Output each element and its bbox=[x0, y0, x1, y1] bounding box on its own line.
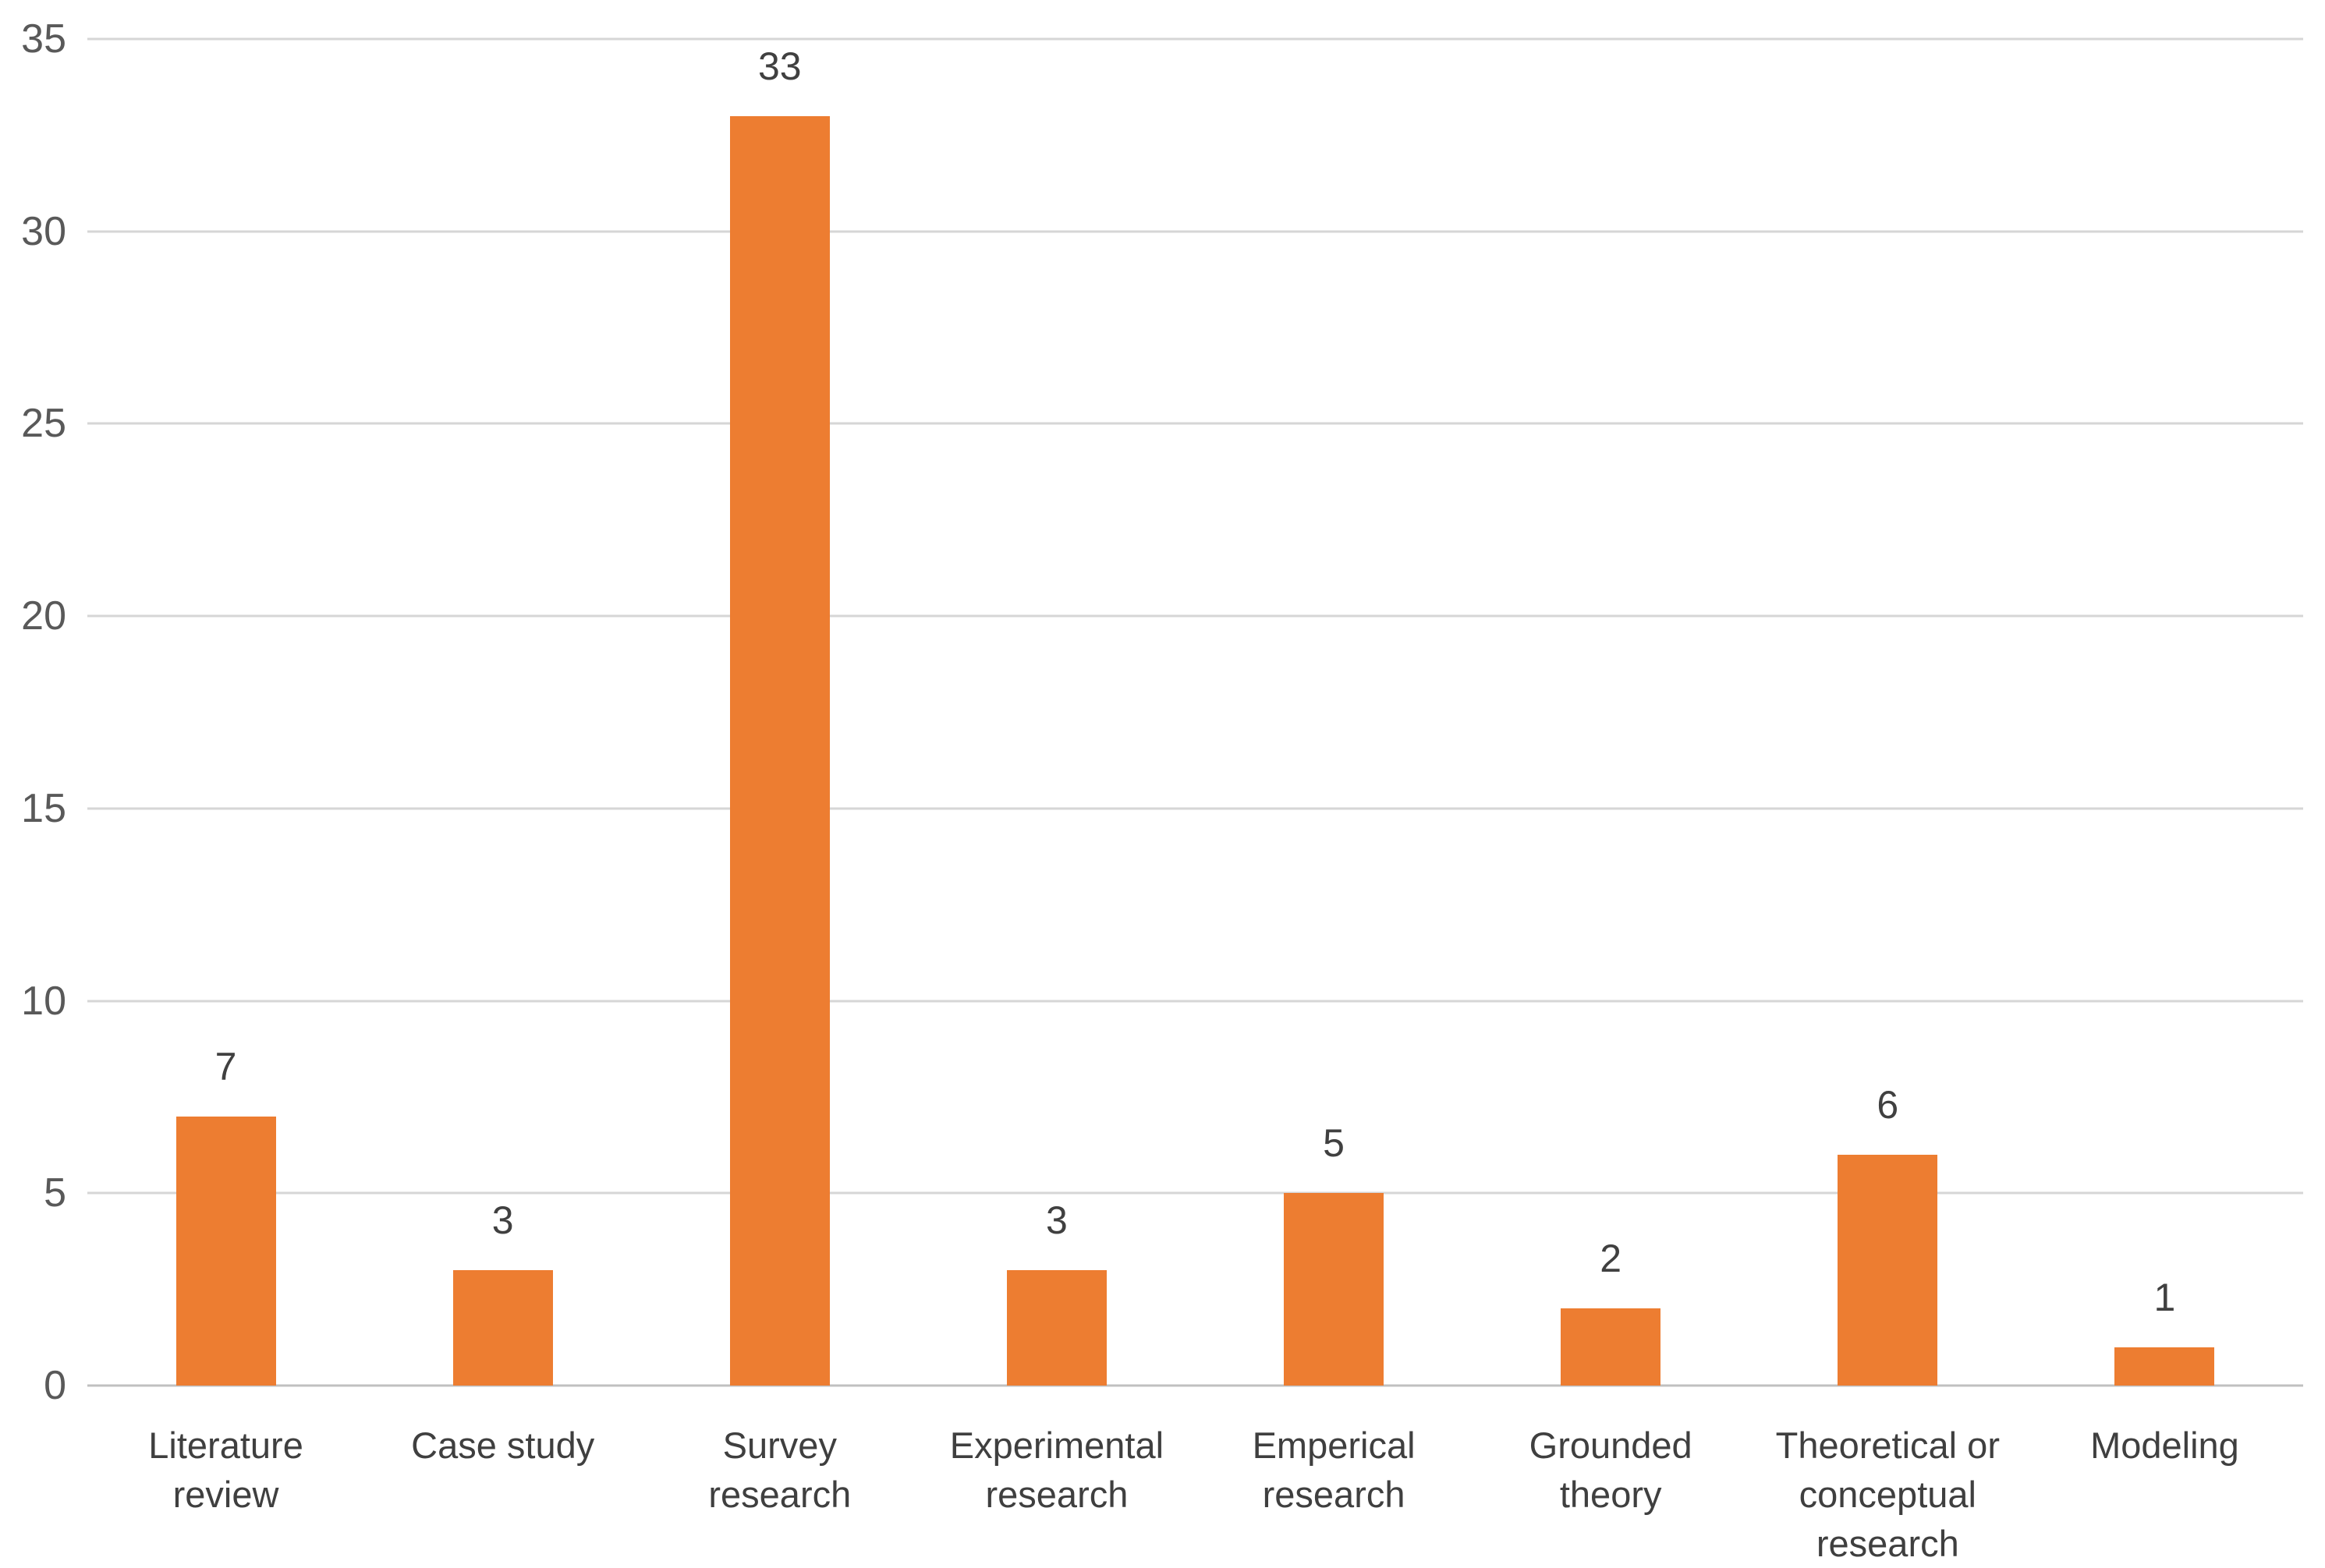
gridline bbox=[87, 230, 2303, 233]
bar-value-label: 33 bbox=[758, 44, 802, 88]
y-tick-label: 20 bbox=[21, 593, 66, 639]
bar-value-label: 3 bbox=[1046, 1198, 1068, 1242]
bar-value-label: 1 bbox=[2153, 1275, 2176, 1319]
y-tick-label: 5 bbox=[44, 1170, 66, 1216]
category-label: Theoretical or conceptual research bbox=[1775, 1425, 2000, 1564]
y-tick-label: 35 bbox=[21, 16, 66, 62]
bar-value-label: 3 bbox=[491, 1198, 514, 1242]
bar-value-label: 5 bbox=[1323, 1121, 1345, 1166]
bar bbox=[1284, 1193, 1384, 1386]
x-axis-labels: Literature review Case study Survey resear… bbox=[87, 1421, 2303, 1564]
category-label: Survey research bbox=[708, 1425, 852, 1515]
category-label: Emperical research bbox=[1252, 1425, 1416, 1515]
category-label: Case study bbox=[411, 1425, 595, 1466]
bar bbox=[452, 1269, 553, 1386]
category-label: Experimental research bbox=[949, 1425, 1164, 1515]
bar-value-label: 2 bbox=[1600, 1237, 1622, 1281]
bar bbox=[2114, 1347, 2215, 1386]
gridline bbox=[87, 422, 2303, 425]
bar bbox=[729, 115, 830, 1386]
plot-area: 7 3 33 3 5 2 6 1 bbox=[87, 37, 2303, 1387]
y-tick-label: 25 bbox=[21, 401, 66, 447]
bar-value-label: 7 bbox=[214, 1044, 237, 1088]
x-axis-line bbox=[87, 1384, 2303, 1387]
y-axis: 0 5 10 15 20 25 30 35 bbox=[0, 16, 74, 1408]
gridline bbox=[87, 807, 2303, 810]
bar bbox=[1006, 1269, 1107, 1386]
gridline bbox=[87, 614, 2303, 618]
category-label: Modeling bbox=[2090, 1425, 2239, 1466]
gridline bbox=[87, 37, 2303, 41]
bar bbox=[1838, 1154, 1938, 1386]
gridline bbox=[87, 1191, 2303, 1195]
y-tick-label: 30 bbox=[21, 208, 66, 254]
bar bbox=[1561, 1308, 1661, 1386]
bar bbox=[175, 1116, 276, 1386]
category-label: Grounded theory bbox=[1529, 1425, 1692, 1515]
gridline bbox=[87, 1000, 2303, 1003]
category-label: Literature review bbox=[148, 1425, 303, 1515]
y-tick-label: 15 bbox=[21, 785, 66, 831]
y-tick-label: 0 bbox=[44, 1363, 66, 1408]
bar-value-label: 6 bbox=[1877, 1082, 1899, 1127]
y-tick-label: 10 bbox=[21, 978, 66, 1024]
